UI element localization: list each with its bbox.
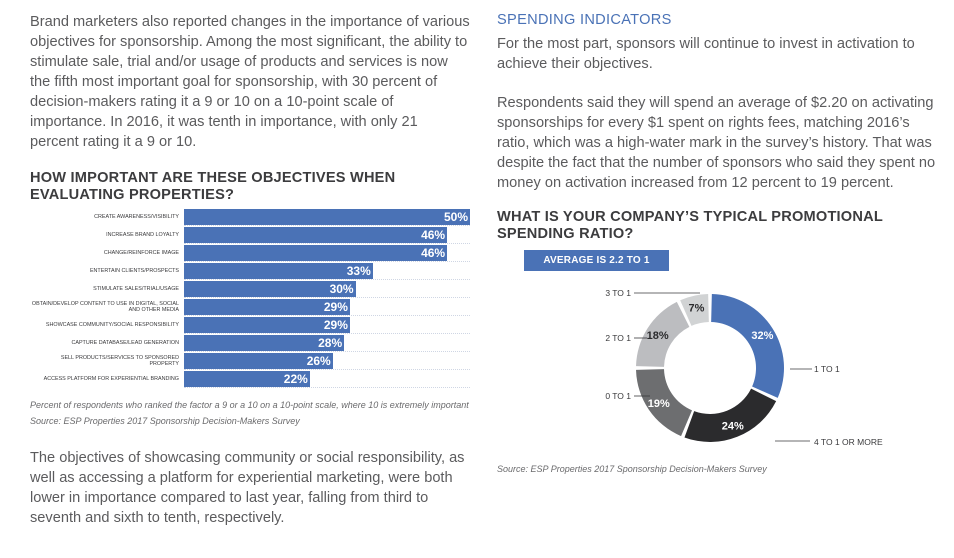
bar: 22% [184,371,310,387]
donut-category-label: 1 TO 1 [814,364,840,374]
donut-value-label: 24% [722,421,744,433]
donut-category-label: 0 TO 1 [605,391,631,401]
bar-chart-heading: HOW IMPORTANT ARE THESE OBJECTIVES WHEN … [30,170,396,203]
bar-row: ENTERTAIN CLIENTS/PROSPECTS 33% [30,262,470,280]
donut-value-label: 19% [648,398,670,410]
bar-chart-source: Source: ESP Properties 2017 Sponsorship … [30,416,300,426]
bar-label: SHOWCASE COMMUNITY/SOCIAL RESPONSIBILITY [45,321,179,328]
bar-track [184,316,470,334]
bar-value-label: 29% [323,300,348,314]
bar-row: SELL PRODUCTS/SERVICES TO SPONSORED PROP… [30,352,470,370]
donut-slice [636,369,693,437]
bar: 26% [184,353,333,369]
donut-category-label: 4 TO 1 OR MORE [814,437,883,447]
bar-label: CHANGE/REINFORCE IMAGE [103,249,179,256]
spending-ratio-donut-chart: 32% 1 TO 1 24% 4 TO 1 OR MORE 19% 0 TO 1 18% 2 … [605,288,883,447]
donut-value-label: 18% [647,330,669,342]
donut-value-label: 7% [689,302,705,314]
intro-paragraph: Brand marketers also reported changes in… [30,14,470,150]
bar-row: STIMULATE SALES/TRIAL/USAGE 30% [30,280,470,298]
spending-paragraph-1: For the most part, sponsors will continu… [497,36,915,72]
average-badge: AVERAGE IS 2.2 TO 1 [524,250,669,271]
bar-row: CREATE AWARENESS/VISIBILITY 50% [30,208,470,226]
bar-track [184,244,470,262]
donut-slice [680,294,709,326]
bar-track [184,298,470,316]
bar-chart-note: Percent of respondents who ranked the fa… [30,400,469,410]
bar-track [184,262,470,280]
donut-slice [711,294,784,398]
donut-value-label: 32% [751,330,773,342]
bar-label: ENTERTAIN CLIENTS/PROSPECTS [89,267,179,274]
bar-value-label: 50% [443,210,468,224]
bar-track [184,352,470,370]
bar: 46% [184,245,448,261]
bar-value-label: 22% [283,372,308,386]
bar-label: CREATE AWARENESS/VISIBILITY [94,213,179,220]
bar: 50% [184,209,470,225]
bar-track [184,280,470,298]
bar: 28% [184,335,345,351]
bar-row: CHANGE/REINFORCE IMAGE 46% [30,244,470,262]
bar-label: SELL PRODUCTS/SERVICES TO SPONSORED PROP… [60,354,179,367]
bar: 33% [184,263,373,279]
bar-value-label: 30% [329,282,354,296]
bar-track [184,226,470,244]
bar: 30% [184,281,356,297]
bar-row: ACCESS PLATFORM FOR EXPERIENTIAL BRANDIN… [30,370,470,388]
bar-row: OBTAIN/DEVELOP CONTENT TO USE IN DIGITAL… [30,298,470,316]
bar: 46% [184,227,448,243]
bar-value-label: 29% [323,318,348,332]
bar-row: SHOWCASE COMMUNITY/SOCIAL RESPONSIBILITY… [30,316,470,334]
donut-category-label: 3 TO 1 [605,288,631,298]
bar-track [184,334,470,352]
section-label: SPENDING INDICATORS [497,12,672,28]
closing-paragraph: The objectives of showcasing community o… [30,450,465,526]
bar-value-label: 26% [306,354,331,368]
bar-value-label: 46% [421,246,446,260]
donut-chart-source: Source: ESP Properties 2017 Sponsorship … [497,464,767,474]
bar-row: INCREASE BRAND LOYALTY 46% [30,226,470,244]
spending-paragraph-2: Respondents said they will spend an aver… [497,95,936,191]
objectives-bar-chart: CREATE AWARENESS/VISIBILITY 50% INCREASE B… [30,208,470,392]
bar-value-label: 46% [421,228,446,242]
bar-label: CAPTURE DATABASE/LEAD GENERATION [71,339,179,346]
bar-label: ACCESS PLATFORM FOR EXPERIENTIAL BRANDIN… [43,375,179,382]
bar-label: STIMULATE SALES/TRIAL/USAGE [93,285,179,292]
donut-slice [684,388,777,442]
bar-track [184,208,470,226]
bar-label: OBTAIN/DEVELOP CONTENT TO USE IN DIGITAL… [31,300,179,313]
donut-slice [636,301,690,367]
bar-track [184,370,470,388]
donut-chart-heading: WHAT IS YOUR COMPANY’S TYPICAL PROMOTION… [497,209,883,242]
bar-chart-caption: Percent of respondents who ranked the fa… [30,397,490,429]
bar-value-label: 33% [346,264,371,278]
bar: 29% [184,299,350,315]
bar: 29% [184,317,350,333]
bar-row: CAPTURE DATABASE/LEAD GENERATION 28% [30,334,470,352]
bar-value-label: 28% [318,336,343,350]
donut-category-label: 2 TO 1 [605,333,631,343]
bar-label: INCREASE BRAND LOYALTY [106,231,179,238]
